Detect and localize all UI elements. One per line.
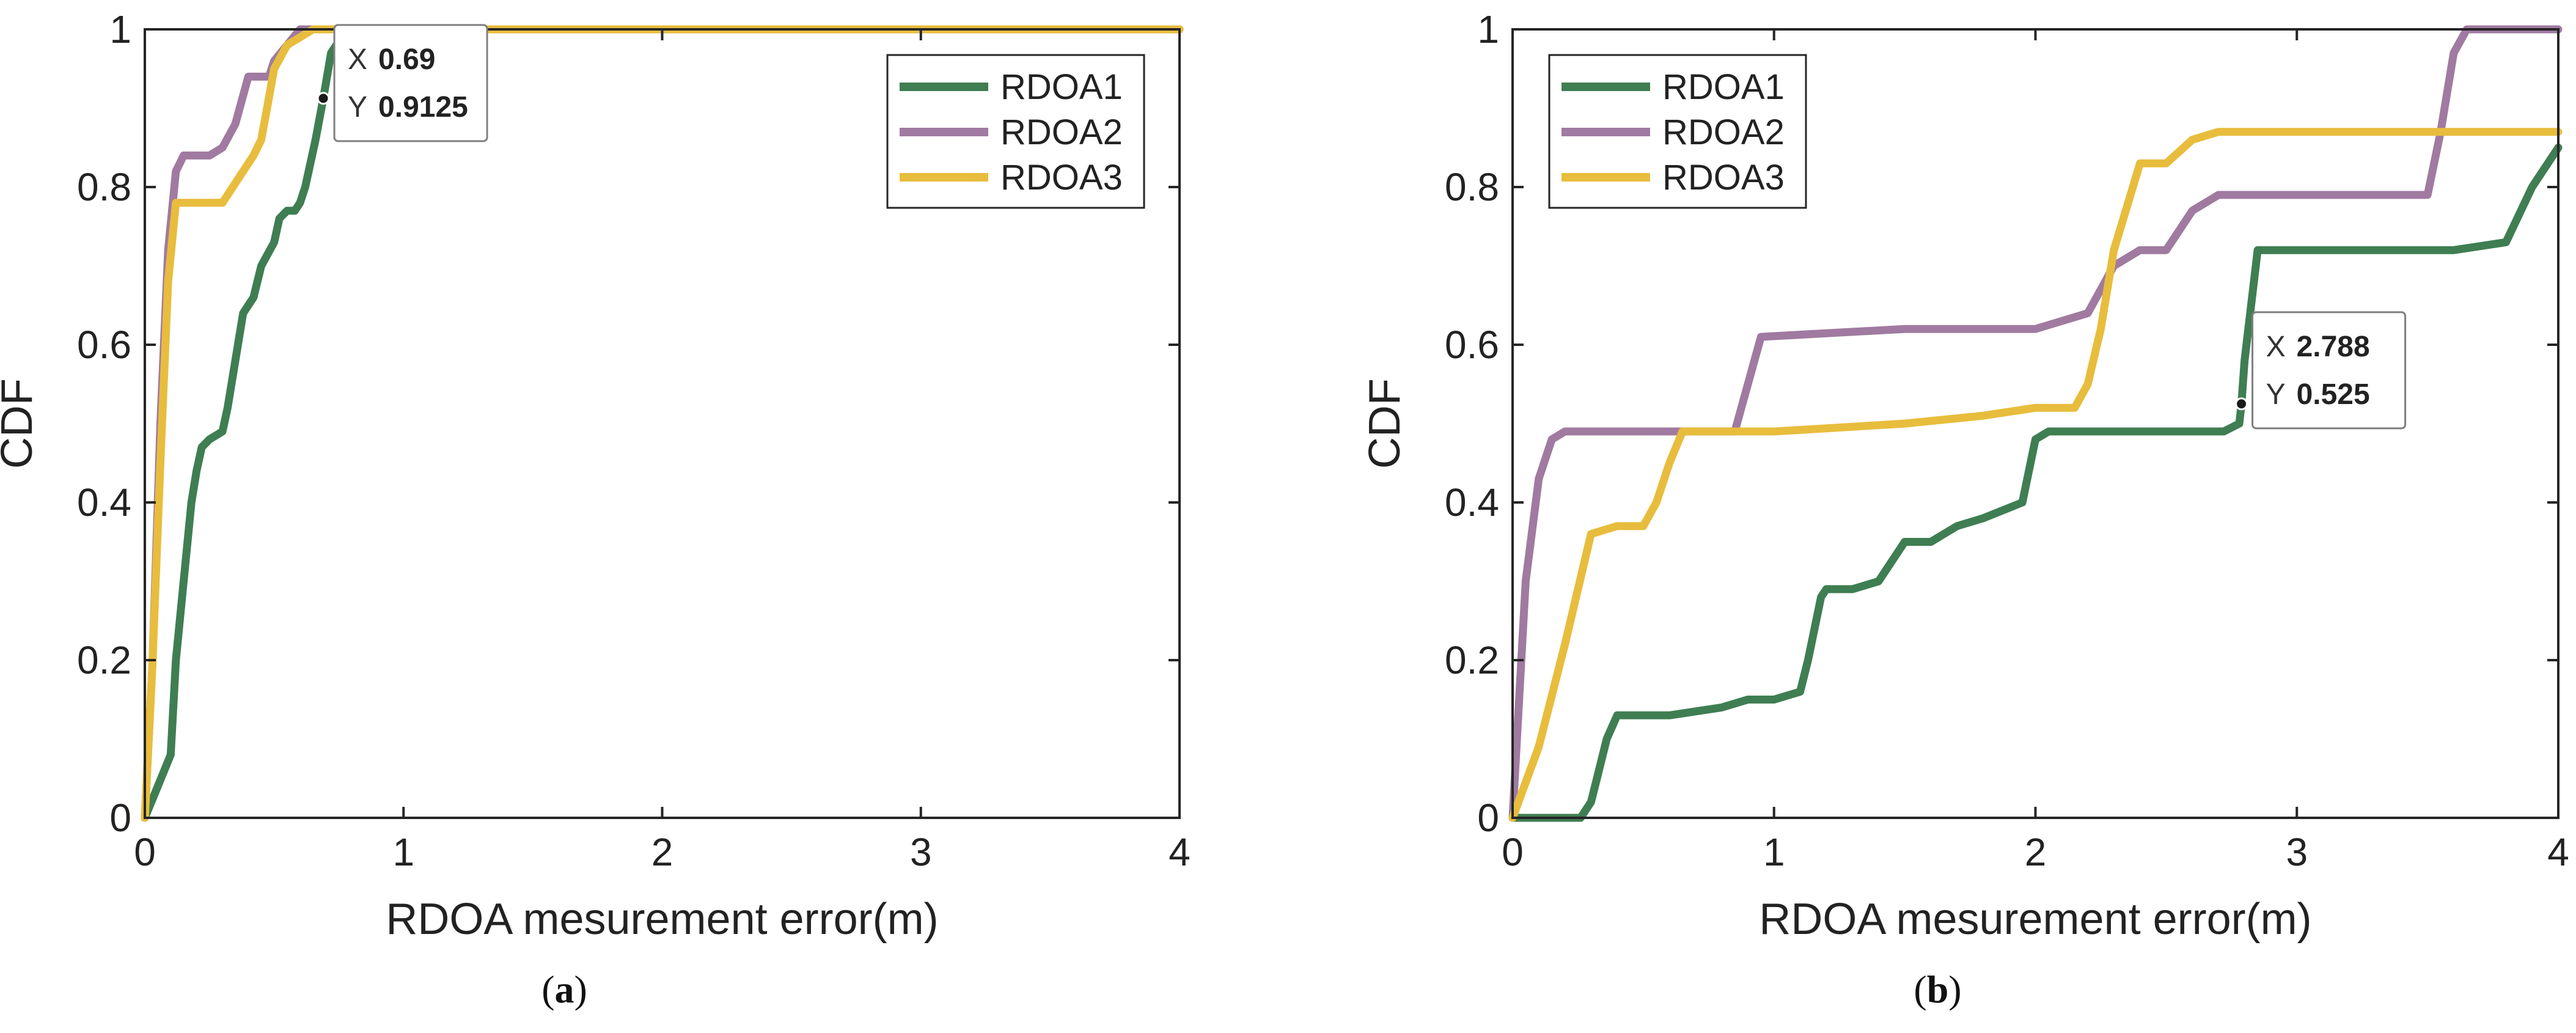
y-tick-label: 0.2 [77, 638, 131, 682]
subfigure-label-open: ( [1914, 968, 1926, 1011]
datatip-box [2251, 311, 2407, 430]
datatip-x-value: 2.788 [2297, 331, 2370, 363]
y-tick-label: 0.8 [77, 165, 131, 209]
legend: RDOA1 RDOA2 RDOA3 [886, 54, 1145, 209]
x-tick-label: 0 [134, 830, 156, 874]
legend-entry-rdoa1: RDOA1 [1561, 67, 1785, 107]
x-tick-label: 2 [651, 830, 673, 874]
y-axis-title: CDF [1360, 378, 1409, 469]
y-tick-label: 0 [109, 796, 131, 840]
datatip-y-value: 0.9125 [378, 91, 468, 123]
y-tick-label: 0.4 [1445, 480, 1499, 524]
subfigure-label-close: ) [1948, 968, 1961, 1011]
series-line-rdoa2 [1508, 25, 2563, 822]
subfigure-label-open: ( [541, 968, 554, 1011]
y-tick-labels: 0 0.2 0.4 0.6 0.8 1 [77, 7, 131, 840]
legend-entry-rdoa1: RDOA1 [900, 67, 1123, 107]
y-tick-label: 0.8 [1445, 165, 1499, 209]
datatip-box [333, 24, 488, 142]
y-tick-label: 0 [1477, 796, 1499, 840]
series-line-rdoa3 [141, 25, 1184, 822]
tick-marks [1511, 28, 2559, 819]
datatip-marker[interactable] [317, 92, 330, 105]
x-axis-title: RDOA mesurement error(m) [386, 895, 938, 944]
y-tick-label: 0.2 [1445, 638, 1499, 682]
legend-entry-rdoa3: RDOA3 [1561, 158, 1785, 197]
legend-entry-rdoa2: RDOA2 [1561, 112, 1785, 152]
x-axis-title: RDOA mesurement error(m) [1759, 895, 2311, 944]
x-tick-label: 3 [2286, 830, 2308, 874]
x-tick-labels: 0 1 2 3 4 [134, 830, 1191, 874]
legend-entry-rdoa3: RDOA3 [900, 158, 1123, 197]
datatip-x-key: X [348, 43, 367, 76]
series-layer [1508, 25, 2563, 822]
chart-panel-b: 0 1 2 3 4 0 0.2 0.4 0.6 0.8 1 RDOA mesur… [1360, 7, 2569, 1011]
legend-label: RDOA3 [1662, 158, 1785, 197]
datatip-y-key: Y [348, 91, 367, 123]
subfigure-label-letter: a [555, 968, 574, 1011]
y-tick-labels: 0 0.2 0.4 0.6 0.8 1 [1445, 7, 1499, 840]
series-line-rdoa1 [1508, 144, 2563, 822]
subfigure-label-close: ) [574, 968, 587, 1011]
datatip-x-key: X [2266, 331, 2286, 363]
x-tick-label: 1 [1763, 830, 1785, 874]
legend: RDOA1 RDOA2 RDOA3 [1548, 54, 1807, 209]
legend-label: RDOA2 [1662, 112, 1785, 152]
legend-box [1548, 54, 1807, 209]
legend-label: RDOA1 [1662, 67, 1785, 107]
subfigure-label: (a) [541, 968, 587, 1011]
legend-label: RDOA1 [1000, 67, 1123, 107]
y-tick-label: 0.4 [77, 480, 131, 524]
x-tick-labels: 0 1 2 3 4 [1502, 830, 2569, 874]
datatip-y-key: Y [2266, 378, 2286, 411]
y-axis-title: CDF [0, 378, 42, 469]
subfigure-label: (b) [1914, 968, 1961, 1011]
datatip[interactable]: X 0.69 Y 0.9125 [317, 24, 488, 142]
datatip-y-value: 0.525 [2297, 378, 2370, 411]
y-tick-label: 1 [109, 7, 131, 51]
subfigure-label-letter: b [1927, 968, 1949, 1011]
datatip[interactable]: X 2.788 Y 0.525 [2235, 311, 2407, 430]
legend-label: RDOA2 [1000, 112, 1123, 152]
x-tick-label: 2 [2025, 830, 2047, 874]
x-tick-label: 4 [2547, 830, 2569, 874]
tick-marks [144, 28, 1181, 819]
datatip-marker[interactable] [2235, 397, 2248, 411]
x-tick-label: 1 [392, 830, 414, 874]
legend-label: RDOA3 [1000, 158, 1123, 197]
y-tick-label: 0.6 [77, 323, 131, 367]
chart-panel-a: 0 1 2 3 4 0 0.2 0.4 0.6 0.8 1 RDOA mesur… [0, 7, 1191, 1011]
legend-entry-rdoa2: RDOA2 [900, 112, 1123, 152]
y-tick-label: 0.6 [1445, 323, 1499, 367]
y-tick-label: 1 [1477, 7, 1499, 51]
datatip-x-value: 0.69 [378, 43, 435, 76]
series-line-rdoa3 [1508, 128, 2563, 822]
x-tick-label: 3 [910, 830, 932, 874]
x-tick-label: 0 [1502, 830, 1524, 874]
x-tick-label: 4 [1169, 830, 1191, 874]
